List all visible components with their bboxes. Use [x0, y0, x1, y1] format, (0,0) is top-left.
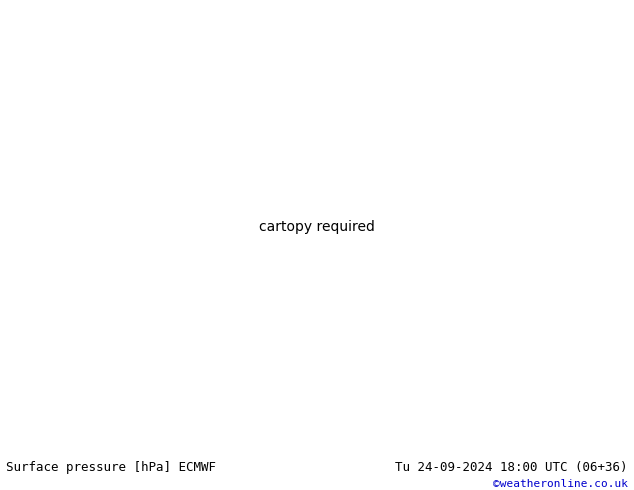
Text: cartopy required: cartopy required — [259, 220, 375, 234]
Text: ©weatheronline.co.uk: ©weatheronline.co.uk — [493, 480, 628, 490]
Text: Tu 24-09-2024 18:00 UTC (06+36): Tu 24-09-2024 18:00 UTC (06+36) — [395, 461, 628, 474]
Text: Surface pressure [hPa] ECMWF: Surface pressure [hPa] ECMWF — [6, 461, 216, 474]
